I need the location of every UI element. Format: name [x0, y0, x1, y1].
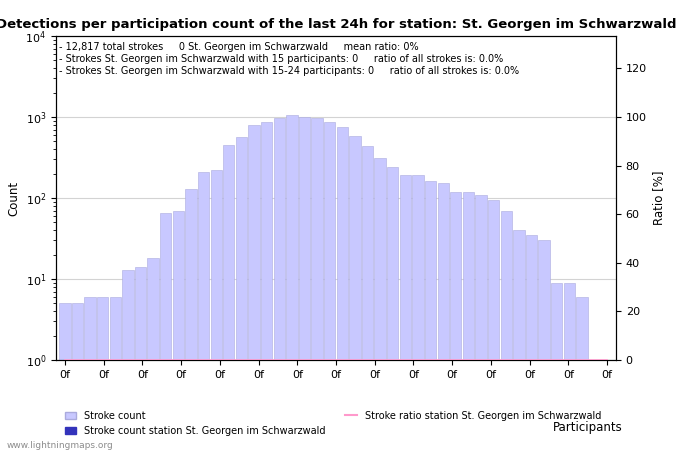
Bar [450, 192, 461, 450]
Bar [198, 172, 209, 450]
Text: www.lightningmaps.org: www.lightningmaps.org [7, 441, 113, 450]
Bar [236, 137, 247, 450]
Bar [223, 145, 235, 450]
Bar [362, 146, 373, 450]
Bar [500, 211, 512, 450]
Title: Detections per participation count of the last 24h for station: St. Georgen im S: Detections per participation count of th… [0, 18, 676, 31]
Bar [538, 240, 550, 450]
Bar [299, 117, 310, 450]
Bar [261, 122, 272, 450]
Bar [349, 136, 360, 450]
Bar [438, 183, 449, 450]
Bar [576, 297, 587, 450]
Text: Participants: Participants [553, 421, 623, 434]
Bar [337, 127, 348, 450]
Bar [324, 122, 335, 450]
Bar [312, 118, 323, 450]
Bar [274, 118, 285, 450]
Bar [186, 189, 197, 450]
Bar [286, 115, 297, 450]
Bar [526, 235, 537, 450]
Y-axis label: Count: Count [7, 180, 20, 216]
Bar [488, 200, 499, 450]
Bar [211, 170, 222, 450]
Bar [122, 270, 134, 450]
Bar [60, 303, 71, 450]
Bar [160, 213, 172, 450]
Bar [412, 176, 423, 450]
Bar [589, 360, 600, 450]
Bar [400, 176, 411, 450]
Bar [110, 297, 121, 450]
Bar [564, 283, 575, 450]
Bar [425, 181, 436, 450]
Bar [513, 230, 524, 450]
Bar [463, 192, 474, 450]
Bar [148, 258, 159, 450]
Bar [135, 267, 146, 450]
Bar [374, 158, 386, 450]
Bar [85, 297, 96, 450]
Bar [97, 297, 108, 450]
Bar [248, 125, 260, 450]
Bar [72, 303, 83, 450]
Legend: Stroke count, Stroke count station St. Georgen im Schwarzwald, Stroke ratio stat: Stroke count, Stroke count station St. G… [61, 407, 605, 440]
Bar [387, 167, 398, 450]
Bar [173, 211, 184, 450]
Bar [601, 360, 612, 450]
Bar [475, 195, 486, 450]
Bar [551, 283, 562, 450]
Y-axis label: Ratio [%]: Ratio [%] [652, 171, 666, 225]
Text: - 12,817 total strokes     0 St. Georgen im Schwarzwald     mean ratio: 0%
- Str: - 12,817 total strokes 0 St. Georgen im … [59, 42, 519, 76]
